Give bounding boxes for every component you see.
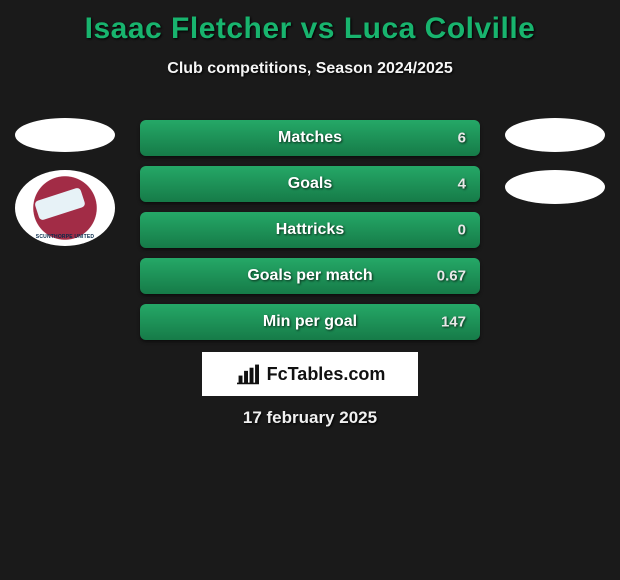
stat-label: Min per goal: [140, 313, 480, 331]
title-player2: Luca Colville: [344, 12, 536, 45]
crest-band: [34, 187, 86, 221]
crest-background: [19, 174, 111, 242]
right-player-column: [500, 118, 610, 222]
bar-chart-icon: [235, 363, 261, 385]
stat-value: 0: [458, 222, 466, 239]
comparison-infographic: Isaac Fletcher vs Luca Colville Club com…: [0, 0, 620, 580]
brand-box: FcTables.com: [202, 352, 418, 396]
subtitle: Club competitions, Season 2024/2025: [0, 60, 620, 78]
stat-row-matches: Matches 6: [140, 120, 480, 156]
stat-row-goals-per-match: Goals per match 0.67: [140, 258, 480, 294]
player2-club-crest-placeholder: [505, 170, 605, 204]
stat-label: Goals: [140, 175, 480, 193]
stat-value: 0.67: [437, 268, 466, 285]
stats-bars: Matches 6 Goals 4 Hattricks 0 Goals per …: [140, 120, 480, 350]
title-vs: vs: [301, 12, 335, 45]
stat-value: 4: [458, 176, 466, 193]
page-title: Isaac Fletcher vs Luca Colville: [0, 0, 620, 46]
player1-photo-placeholder: [15, 118, 115, 152]
player1-club-crest: SCUNTHORPE UNITED: [15, 170, 115, 246]
title-player1: Isaac Fletcher: [85, 12, 292, 45]
stat-label: Hattricks: [140, 221, 480, 239]
stat-row-goals: Goals 4: [140, 166, 480, 202]
left-player-column: SCUNTHORPE UNITED: [10, 118, 120, 246]
stat-label: Goals per match: [140, 267, 480, 285]
generated-date: 17 february 2025: [0, 408, 620, 428]
player2-photo-placeholder: [505, 118, 605, 152]
stat-row-hattricks: Hattricks 0: [140, 212, 480, 248]
stat-value: 147: [441, 314, 466, 331]
stat-value: 6: [458, 130, 466, 147]
crest-ring-text: SCUNTHORPE UNITED: [15, 234, 115, 240]
stat-row-min-per-goal: Min per goal 147: [140, 304, 480, 340]
stat-label: Matches: [140, 129, 480, 147]
brand-text: FcTables.com: [267, 364, 386, 385]
